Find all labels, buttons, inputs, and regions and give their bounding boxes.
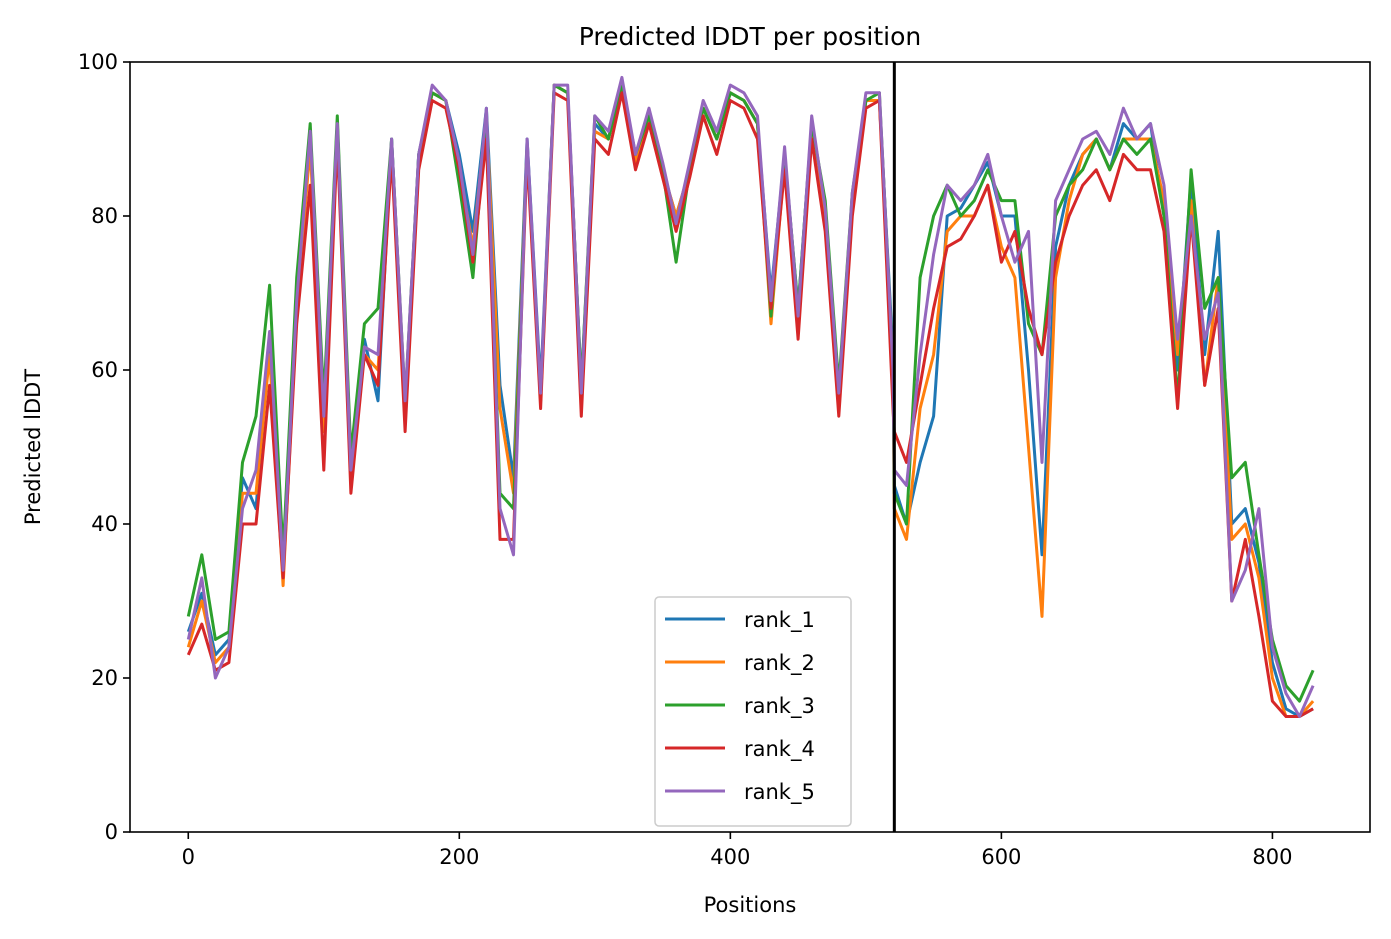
y-tick-label: 20: [91, 666, 118, 690]
y-tick-label: 100: [78, 50, 118, 74]
y-axis-ticks: 0 20 40 60 80 100: [78, 50, 130, 844]
x-tick-label: 200: [439, 845, 479, 869]
series-line-5: [186, 75, 1315, 718]
y-tick-label: 80: [91, 204, 118, 228]
legend-label: rank_4: [744, 737, 815, 762]
x-axis-ticks: 0 200 400 600 800: [182, 832, 1292, 869]
y-tick-label: 0: [105, 820, 118, 844]
x-tick-label: 0: [182, 845, 195, 869]
legend-label: rank_2: [744, 651, 815, 676]
legend-label: rank_3: [744, 694, 815, 719]
legend-label: rank_5: [744, 780, 815, 805]
y-axis-label: Predicted lDDT: [21, 369, 45, 525]
plot-lines: [186, 75, 1315, 718]
legend-label: rank_1: [744, 608, 815, 633]
chart-title: Predicted lDDT per position: [579, 22, 921, 51]
y-tick-label: 60: [91, 358, 118, 382]
x-tick-label: 400: [710, 845, 750, 869]
plot-frame: [129, 61, 1371, 833]
legend: rank_1 rank_2 rank_3 rank_4 rank_5: [654, 596, 852, 827]
x-axis-label: Positions: [704, 893, 797, 917]
x-tick-label: 800: [1252, 845, 1292, 869]
series-line-4: [186, 91, 1314, 718]
x-tick-label: 600: [981, 845, 1021, 869]
legend-box: [654, 596, 852, 827]
y-tick-label: 40: [91, 512, 118, 536]
